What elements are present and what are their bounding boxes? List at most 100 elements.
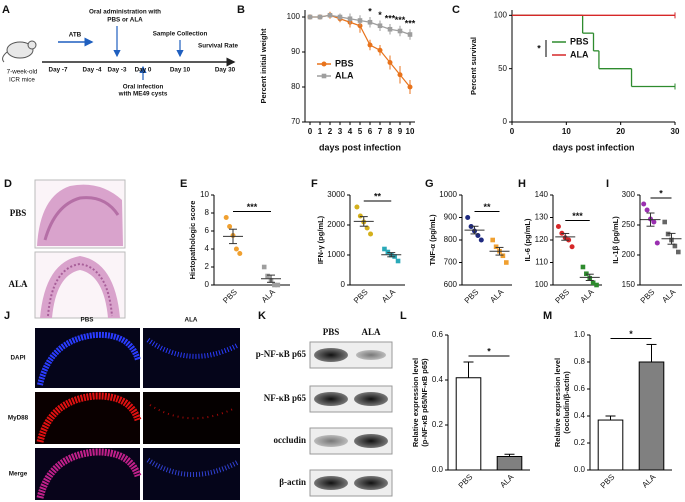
x-tick-label: 8 [388,127,393,136]
x-tick-label: PBS [352,288,370,306]
y-tick-label: 0.2 [432,420,444,429]
point [665,231,671,237]
y-axis-label: Relative expression level [553,358,562,447]
point [357,18,363,23]
y-tick-label: 100 [535,280,549,289]
significance-label: * [378,10,382,20]
y-axis-label: IL-6 (pg/mL) [523,218,532,261]
histology-images [34,179,126,319]
significance-label: * [537,43,541,53]
point [651,219,657,225]
point [233,246,239,252]
x-tick-label: 10 [562,127,571,136]
row-label: occludin [273,435,306,445]
point [465,215,471,220]
y-tick-label: 800 [444,235,458,244]
panel-letter: C [452,4,460,16]
y-axis-label: IL-1β (pg/mL) [611,216,620,264]
significance-label: ** [483,202,491,212]
image-myd88-ala [143,392,240,444]
y-tick-label: 110 [535,258,548,267]
column-label: PBS [81,317,94,324]
mouse-label: 7-week-old [7,69,38,76]
point [641,201,647,207]
bar [455,377,482,471]
significance-label: * [659,188,663,198]
y-axis-label: TNF-α (pg/mL) [428,214,437,266]
y-tick-label: 90 [291,47,300,56]
point [321,73,327,79]
atb-label: ATB [69,32,82,39]
row-label: ALA [8,279,28,289]
x-tick-label: ALA [488,287,506,305]
y-axis-label: IFN-γ (pg/mL) [316,215,325,264]
signal [37,331,141,386]
significance-label: *** [385,13,396,23]
point [395,258,401,264]
y-tick-label: 0.4 [574,411,586,420]
x-axis-label: days post infection [552,142,634,152]
signal [36,392,142,443]
signal [146,337,240,359]
point [490,237,495,243]
panel-letter: A [2,4,10,16]
panel-letter: E [180,178,187,190]
day-label: Day 10 [170,67,191,74]
point [654,240,660,246]
bar [496,456,523,471]
significance-label: *** [405,19,416,29]
fluorescence-images [35,328,240,500]
significance-label: *** [247,202,258,212]
y-axis-label: Percent survival [469,37,478,95]
band [356,350,386,360]
row-label: DAPI [10,355,25,362]
y-tick-label: 900 [444,213,458,222]
point [265,273,270,279]
sample-label: Sample Collection [153,31,208,38]
infection-label: with ME49 cysts [118,91,168,98]
point [385,249,391,255]
significance-label: ** [374,191,382,201]
admin-label: PBS or ALA [107,17,143,24]
y-tick-label: 300 [622,190,636,199]
y-tick-label: 130 [535,213,549,222]
point [317,14,323,20]
x-tick-label: PBS [599,473,617,491]
y-tick-label: 0.6 [432,330,444,339]
point [397,72,403,78]
x-tick-label: 0 [510,127,515,136]
y-tick-label: 0.0 [574,465,586,474]
x-axis-label: days post infection [319,142,401,152]
mouse-label: ICR mice [9,77,35,84]
mouse-tail [2,51,8,63]
day-label: Day 30 [215,67,236,74]
panel-letter: B [237,4,245,16]
row-label: Merge [9,471,28,478]
y-tick-label: 80 [291,82,300,91]
point [478,237,484,243]
significance-label: * [368,6,372,16]
point [407,32,413,37]
y-tick-label: 150 [622,280,636,289]
point [367,19,373,25]
point [580,264,586,270]
y-tick-label: 100 [494,10,508,19]
x-tick-label: ALA [260,287,278,305]
point [368,231,374,237]
tissue [40,256,120,318]
y-tick-label: 1000 [327,250,345,259]
point [367,42,373,48]
y-tick-label: 140 [535,190,549,199]
panel-letter: J [4,310,10,322]
x-tick-label: 10 [406,127,415,136]
significance-label: * [487,346,491,356]
point [387,60,393,65]
point [672,243,678,249]
legend-label: ALA [335,70,354,80]
point [321,61,327,67]
y-tick-label: 1.0 [574,330,586,339]
y-axis-label: Relative expression level [411,358,420,447]
tissue-layer [47,262,113,317]
